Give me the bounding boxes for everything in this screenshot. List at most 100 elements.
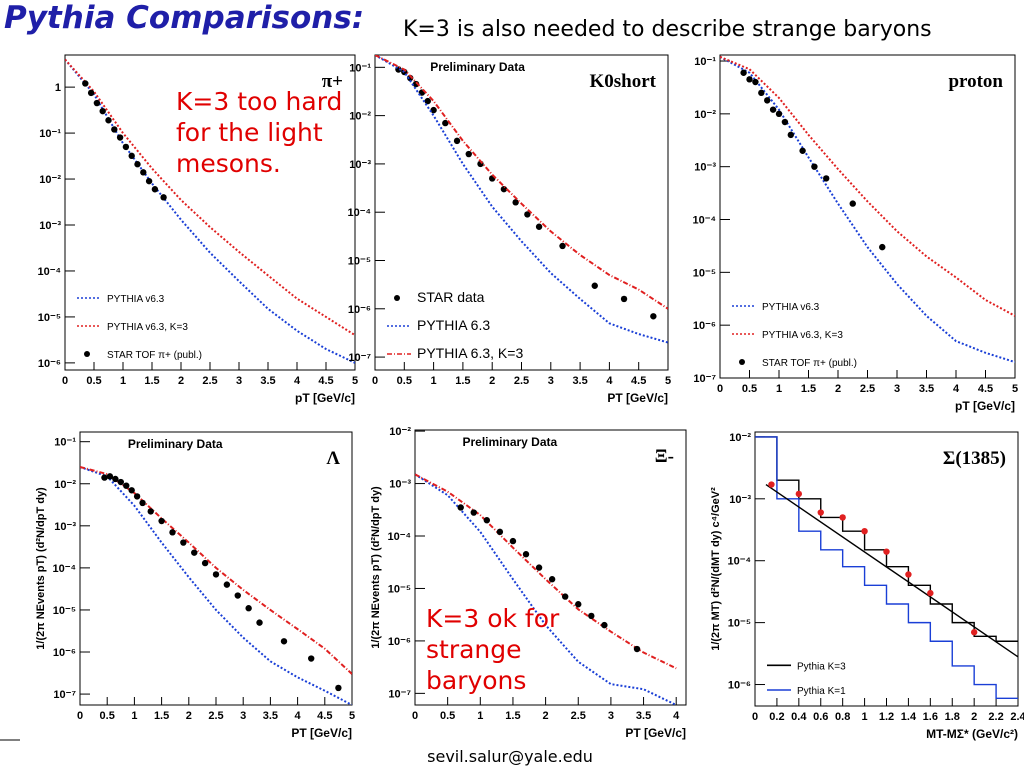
y-tick-label: 10⁻⁵ — [388, 583, 411, 595]
x-tick-label: 3 — [240, 710, 246, 722]
data-point — [457, 504, 464, 511]
plot-area — [720, 55, 1015, 364]
x-tick-label: 1 — [776, 383, 782, 395]
note: K=3 too hard for the light mesons. — [176, 87, 343, 178]
x-axis-label: PT [GeV/c] — [625, 726, 686, 740]
data-point — [147, 508, 154, 515]
data-point — [169, 529, 176, 536]
curve — [720, 55, 1015, 364]
x-tick-label: 0.8 — [835, 711, 850, 723]
data-point — [245, 605, 252, 612]
data-point — [140, 169, 147, 176]
data-point — [633, 645, 641, 653]
data-point — [500, 185, 508, 193]
data-point — [151, 186, 159, 193]
x-tick-label: 0.5 — [440, 710, 455, 722]
y-tick-label: 10⁻⁴ — [388, 531, 411, 543]
x-tick-label: 2.5 — [571, 710, 586, 722]
data-point — [746, 76, 753, 83]
data-point — [123, 482, 130, 489]
x-tick-label: 1.2 — [879, 711, 894, 723]
y-tick-label: 10⁻³ — [389, 479, 411, 491]
data-point — [93, 99, 101, 107]
y-tick-label: 10⁻¹ — [39, 128, 61, 140]
legend-label: PYTHIA v6.3, K=3 — [762, 330, 843, 341]
data-point — [927, 589, 934, 597]
x-tick-label: 2.5 — [202, 375, 217, 387]
x-tick-label: 2.5 — [208, 710, 223, 722]
plot-label: Ξ- — [655, 446, 674, 467]
data-point — [817, 509, 824, 516]
data-point — [535, 223, 543, 230]
x-tick-label: 2 — [186, 710, 192, 722]
x-tick-label: 5 — [352, 375, 358, 387]
data-point — [112, 475, 119, 483]
y-axis-label: 1/(2π NEvents pT) (d²N/dpT dy) — [370, 486, 382, 649]
y-tick-label: 10⁻² — [694, 109, 716, 121]
data-point — [483, 517, 491, 524]
x-tick-label: 4 — [953, 383, 960, 395]
x-axis-label: pT [GeV/c] — [295, 391, 355, 405]
data-point — [335, 684, 342, 692]
x-tick-label: 2 — [543, 710, 549, 722]
y-tick-label: 10⁻⁶ — [53, 647, 76, 659]
data-point — [223, 581, 231, 588]
y-tick-label: 10⁻⁵ — [53, 605, 76, 617]
y-tick-label: 10⁻⁶ — [38, 358, 61, 370]
x-tick-label: 2.2 — [988, 711, 1003, 723]
plot-area — [375, 55, 668, 344]
x-tick-label: 5 — [665, 375, 671, 387]
y-tick-label: 10⁻⁶ — [348, 304, 371, 316]
data-point — [105, 117, 112, 124]
x-tick-label: 1.5 — [455, 375, 470, 387]
curve — [375, 55, 668, 344]
data-point — [620, 295, 628, 303]
data-point — [559, 242, 566, 250]
curve — [720, 55, 1015, 317]
plot-area — [65, 58, 355, 364]
curve — [375, 55, 668, 310]
data-point — [87, 89, 95, 97]
data-point — [512, 199, 519, 206]
x-tick-label: 0 — [372, 375, 378, 387]
plot-title: Preliminary Data — [462, 435, 557, 449]
x-tick-label: 4 — [294, 375, 301, 387]
x-tick-label: 1 — [131, 710, 137, 722]
data-point — [280, 638, 288, 645]
data-point — [524, 211, 531, 218]
x-axis-label: MT-MΣ* (GeV/c²) — [926, 727, 1018, 741]
data-point — [588, 612, 595, 620]
x-tick-label: 4 — [606, 375, 613, 387]
data-point — [116, 134, 124, 141]
legend-symbol — [84, 351, 90, 357]
data-point — [522, 551, 530, 558]
plot-label: proton — [948, 71, 1003, 92]
data-point — [256, 619, 263, 626]
slide-title: Pythia Comparisons: — [4, 0, 364, 36]
data-point — [740, 69, 747, 76]
y-tick-label: 10⁻⁴ — [693, 215, 716, 227]
y-tick-label: 1 — [55, 82, 61, 94]
data-point — [781, 118, 789, 126]
plot-title: Preliminary Data — [128, 437, 223, 451]
x-tick-label: 1.5 — [154, 710, 169, 722]
data-point — [101, 474, 108, 481]
data-point — [117, 478, 125, 486]
x-tick-label: 3.5 — [572, 375, 587, 387]
plot-area — [415, 473, 677, 705]
data-point — [861, 527, 868, 535]
plot-title: Preliminary Data — [430, 60, 525, 74]
x-tick-label: 1.5 — [801, 383, 816, 395]
data-point — [234, 592, 241, 599]
data-point — [470, 509, 477, 516]
data-point — [879, 243, 886, 251]
plot-label: Σ(1385) — [943, 448, 1006, 469]
legend-label: STAR TOF π+ (publ.) — [762, 358, 857, 369]
x-tick-label: 4.5 — [978, 383, 993, 395]
y-tick-label: 10⁻⁷ — [53, 689, 76, 701]
curve — [415, 473, 677, 705]
y-tick-label: 10⁻⁷ — [693, 373, 716, 385]
footer: sevil.salur@yale.edu — [427, 747, 593, 766]
